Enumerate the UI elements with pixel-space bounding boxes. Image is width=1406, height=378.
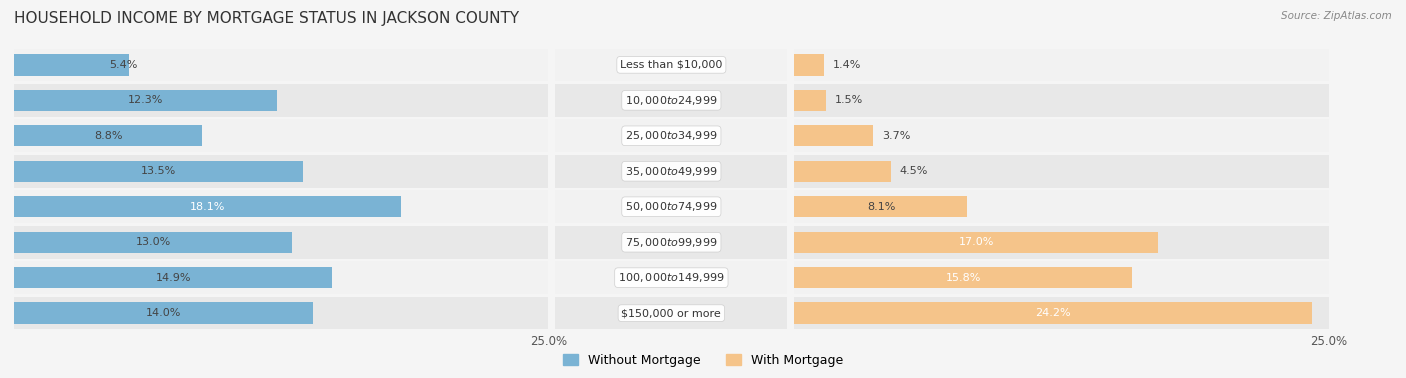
Bar xyxy=(260,191,1329,223)
Text: 13.0%: 13.0% xyxy=(135,237,170,247)
Bar xyxy=(0,297,548,330)
Text: $75,000 to $99,999: $75,000 to $99,999 xyxy=(626,236,717,249)
Bar xyxy=(0,191,1406,223)
Bar xyxy=(0,261,1406,294)
Bar xyxy=(14,90,277,111)
Bar xyxy=(260,119,1329,152)
Text: $150,000 or more: $150,000 or more xyxy=(621,308,721,318)
Bar xyxy=(260,226,1329,259)
Text: 1.5%: 1.5% xyxy=(835,95,863,105)
Bar xyxy=(794,196,967,217)
Text: 12.3%: 12.3% xyxy=(128,95,163,105)
Text: 14.9%: 14.9% xyxy=(156,273,191,283)
Text: $25,000 to $34,999: $25,000 to $34,999 xyxy=(626,129,717,142)
Bar xyxy=(0,191,548,223)
Text: Less than $10,000: Less than $10,000 xyxy=(620,60,723,70)
Bar xyxy=(14,302,314,324)
Text: 8.8%: 8.8% xyxy=(94,131,122,141)
Bar xyxy=(260,48,1329,81)
Bar xyxy=(14,54,129,76)
Bar xyxy=(794,232,1157,253)
Bar xyxy=(0,155,1406,187)
Text: 18.1%: 18.1% xyxy=(190,202,225,212)
Text: 13.5%: 13.5% xyxy=(141,166,176,176)
Text: 17.0%: 17.0% xyxy=(959,237,994,247)
Bar xyxy=(0,84,1406,117)
Bar xyxy=(794,161,890,182)
Text: 4.5%: 4.5% xyxy=(898,166,928,176)
Bar xyxy=(260,297,1329,330)
Bar xyxy=(0,261,548,294)
Bar xyxy=(14,267,332,288)
Text: 14.0%: 14.0% xyxy=(146,308,181,318)
Bar xyxy=(0,226,1406,259)
Bar xyxy=(14,125,202,146)
Bar xyxy=(0,155,548,187)
Text: Source: ZipAtlas.com: Source: ZipAtlas.com xyxy=(1281,11,1392,21)
Bar xyxy=(14,161,302,182)
Text: $10,000 to $24,999: $10,000 to $24,999 xyxy=(626,94,717,107)
Bar xyxy=(0,226,548,259)
Text: 24.2%: 24.2% xyxy=(1035,308,1071,318)
Bar xyxy=(0,48,548,81)
Bar xyxy=(260,84,1329,117)
Text: $50,000 to $74,999: $50,000 to $74,999 xyxy=(626,200,717,213)
Text: 8.1%: 8.1% xyxy=(866,202,896,212)
Bar xyxy=(794,267,1132,288)
Bar xyxy=(260,261,1329,294)
Bar xyxy=(260,155,1329,187)
Bar xyxy=(794,125,873,146)
Bar xyxy=(0,84,548,117)
Bar xyxy=(794,54,824,76)
Bar xyxy=(794,302,1312,324)
Bar xyxy=(14,196,401,217)
Text: $100,000 to $149,999: $100,000 to $149,999 xyxy=(619,271,724,284)
Bar xyxy=(0,119,1406,152)
Bar xyxy=(794,90,827,111)
Bar xyxy=(0,48,1406,81)
Bar xyxy=(0,297,1406,330)
Text: 5.4%: 5.4% xyxy=(110,60,138,70)
Legend: Without Mortgage, With Mortgage: Without Mortgage, With Mortgage xyxy=(558,349,848,372)
Text: 15.8%: 15.8% xyxy=(945,273,981,283)
Text: $35,000 to $49,999: $35,000 to $49,999 xyxy=(626,165,717,178)
Bar xyxy=(14,232,292,253)
Text: HOUSEHOLD INCOME BY MORTGAGE STATUS IN JACKSON COUNTY: HOUSEHOLD INCOME BY MORTGAGE STATUS IN J… xyxy=(14,11,519,26)
Text: 1.4%: 1.4% xyxy=(832,60,862,70)
Text: 3.7%: 3.7% xyxy=(882,131,911,141)
Bar xyxy=(0,119,548,152)
